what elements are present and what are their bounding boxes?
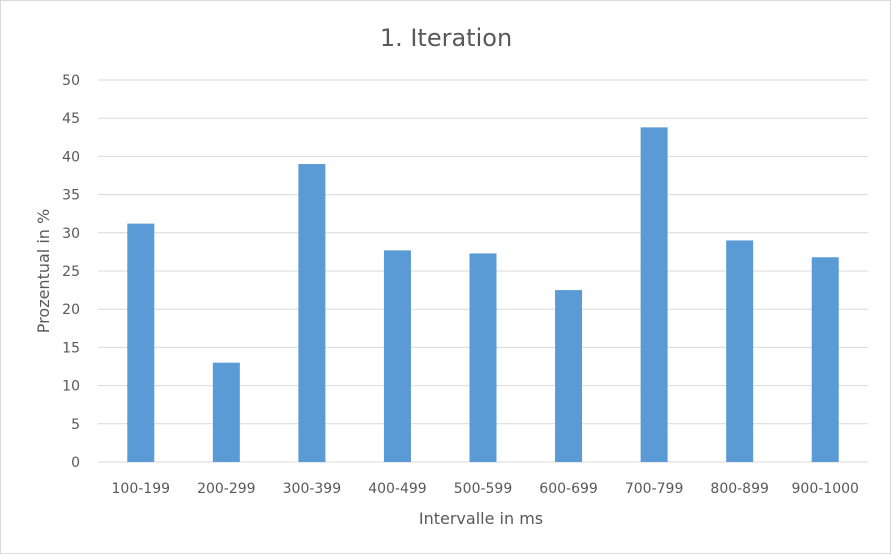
y-axis-tick-labels: 0 5 10 15 20 25 30 35 40 45 50 — [62, 73, 80, 471]
bar-400-499 — [383, 250, 411, 462]
x-axis-tick-labels: 100-199 200-299 300-399 400-499 500-599 600-6… — [112, 481, 859, 497]
y-tick-label: 45 — [62, 111, 80, 127]
y-tick-label: 40 — [62, 149, 80, 165]
bar-900-1000 — [811, 257, 839, 462]
y-tick-label: 0 — [71, 455, 80, 471]
bars — [127, 127, 839, 463]
x-tick-label: 500-599 — [454, 481, 513, 497]
y-tick-label: 50 — [62, 73, 80, 89]
x-tick-label: 900-1000 — [792, 481, 859, 497]
bar-700-799 — [640, 127, 668, 463]
y-tick-label: 35 — [62, 188, 80, 204]
x-tick-label: 600-699 — [539, 481, 598, 497]
y-tick-label: 15 — [62, 340, 80, 356]
x-axis-title: Intervalle in ms — [419, 509, 543, 528]
y-tick-label: 25 — [62, 264, 80, 280]
y-tick-label: 20 — [62, 302, 80, 318]
bar-200-299 — [212, 362, 240, 462]
bar-800-899 — [726, 240, 754, 462]
y-tick-label: 10 — [62, 379, 80, 395]
bar-100-199 — [127, 223, 155, 462]
bar-500-599 — [469, 253, 497, 462]
bar-600-699 — [555, 290, 583, 462]
x-tick-label: 200-299 — [197, 481, 256, 497]
chart-title: 1. Iteration — [380, 24, 512, 52]
y-tick-label: 5 — [71, 417, 80, 433]
x-tick-label: 800-899 — [710, 481, 769, 497]
y-axis-title: Prozentual in % — [34, 209, 53, 333]
x-tick-label: 100-199 — [112, 481, 171, 497]
bar-300-399 — [298, 164, 326, 463]
x-tick-label: 700-799 — [625, 481, 684, 497]
x-tick-label: 400-499 — [368, 481, 427, 497]
y-tick-label: 30 — [62, 226, 80, 242]
x-tick-label: 300-399 — [283, 481, 342, 497]
